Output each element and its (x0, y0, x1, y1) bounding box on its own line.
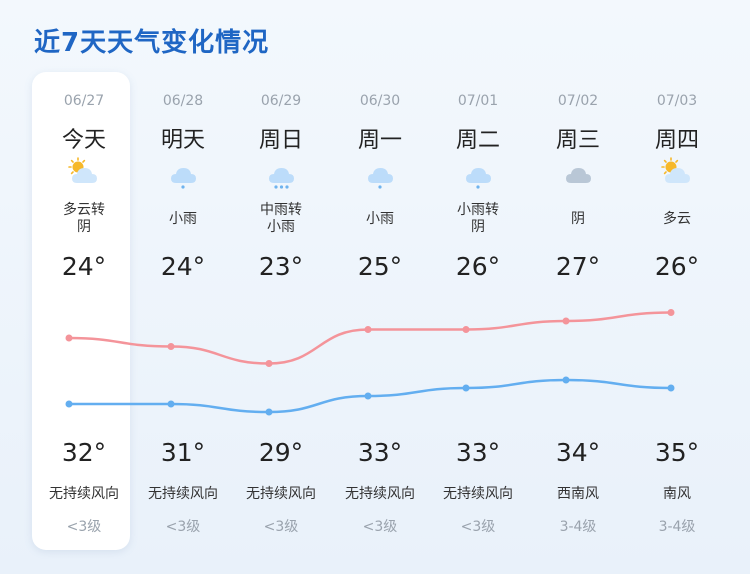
high-temp-point-1 (167, 343, 175, 350)
light-rain-icon (364, 157, 396, 189)
forecast-weekday: 周二 (455, 128, 500, 153)
wind-direction: 无持续风向 (246, 486, 316, 502)
low-temp-label: 26° (654, 252, 700, 281)
wind-direction: 无持续风向 (49, 486, 119, 502)
low-temp-point-5 (562, 376, 570, 384)
forecast-date: 06/30 (359, 93, 401, 109)
forecast-date: 07/01 (457, 93, 499, 109)
wind-level: 3-4级 (559, 519, 597, 535)
high-temp-points (65, 309, 675, 367)
forecast-day-0: 06/27 今天多云转阴 24° 32° 无持续风向 <3级 (34, 0, 134, 574)
forecast-day-2: 06/29 周日中雨转 小雨 23° 29° 无持续风向 <3级 (231, 0, 331, 574)
forecast-day-6: 07/03 周四多云 26° 35° 南风 3-4级 (627, 0, 727, 574)
wind-direction: 西南风 (557, 486, 599, 502)
forecast-weekday: 周三 (555, 128, 600, 153)
forecast-weekday: 周日 (258, 128, 303, 153)
high-temp-line (68, 311, 672, 365)
low-temp-point-4 (462, 384, 470, 392)
weather-description-line1: 小雨转 (457, 202, 499, 218)
weather-description: 多云转阴 (34, 202, 134, 236)
weather-description-line1: 中雨转 (260, 202, 302, 218)
low-temp-label: 25° (357, 252, 403, 281)
forecast-weekday: 今天 (61, 128, 106, 153)
weather-description: 小雨 (133, 211, 233, 228)
weather-description-line1: 小雨 (366, 211, 394, 227)
partly-cloudy-icon (661, 157, 693, 189)
wind-level: <3级 (263, 519, 299, 535)
wind-level: <3级 (66, 519, 102, 535)
forecast-date: 06/27 (63, 93, 105, 109)
light-rain-icon (462, 157, 494, 189)
low-temp-label: 24° (61, 252, 107, 281)
weather-description: 阴 (528, 211, 628, 228)
wind-direction: 南风 (663, 486, 691, 502)
weather-description: 小雨 (330, 211, 430, 228)
weather-description-line2: 小雨 (267, 219, 295, 235)
forecast-weekday: 周一 (357, 128, 402, 153)
weather-description-line2: 阴 (471, 219, 485, 235)
moderate-rain-icon (265, 157, 297, 189)
page-title: 近7天天气变化情况 (34, 28, 270, 58)
low-temp-point-3 (364, 392, 372, 400)
high-temp-point-4 (462, 326, 470, 333)
weather-description-line1: 多云转 (63, 202, 105, 218)
low-temp-point-2 (265, 408, 273, 416)
forecast-weekday: 周四 (654, 128, 699, 153)
low-temp-point-0 (65, 400, 73, 408)
forecast-date: 07/02 (557, 93, 599, 109)
wind-level: <3级 (460, 519, 496, 535)
high-temp-point-6 (667, 309, 675, 316)
low-temp-point-6 (667, 384, 675, 392)
forecast-weekday: 明天 (160, 128, 205, 153)
high-temp-point-3 (364, 326, 372, 333)
weather-description-line1: 多云 (663, 211, 691, 227)
wind-direction: 无持续风向 (345, 486, 415, 502)
weather-description: 小雨转阴 (428, 202, 528, 236)
high-temp-point-2 (265, 360, 273, 367)
light-rain-icon (167, 157, 199, 189)
high-temp-point-5 (562, 317, 570, 325)
forecast-day-1: 06/28 明天小雨 24° 31° 无持续风向 <3级 (133, 0, 233, 574)
forecast-day-3: 06/30 周一小雨 25° 33° 无持续风向 <3级 (330, 0, 430, 574)
forecast-date: 06/28 (162, 93, 204, 109)
wind-level: <3级 (165, 519, 201, 535)
high-temp-label: 35° (654, 438, 700, 467)
wind-level: <3级 (362, 519, 398, 535)
forecast-day-4: 07/01 周二小雨转阴 26° 33° 无持续风向 <3级 (428, 0, 528, 574)
weather-description-line1: 小雨 (169, 211, 197, 227)
weather-description: 多云 (627, 211, 727, 228)
high-temp-label: 31° (160, 438, 206, 467)
wind-level: 3-4级 (658, 519, 696, 535)
high-temp-label: 32° (61, 438, 107, 467)
high-temp-label: 33° (455, 438, 501, 467)
low-temp-point-1 (167, 400, 175, 408)
forecast-date: 06/29 (260, 93, 302, 109)
weather-description-line2: 阴 (77, 219, 91, 235)
forecast-day-5: 07/02 周三阴 27° 34° 西南风 3-4级 (528, 0, 628, 574)
weather-description: 中雨转 小雨 (231, 202, 331, 236)
high-temp-label: 29° (258, 438, 304, 467)
weather-description-line1: 阴 (571, 211, 585, 227)
low-temp-label: 27° (555, 252, 601, 281)
low-temp-points (65, 376, 675, 416)
wind-direction: 无持续风向 (443, 486, 513, 502)
wind-direction: 无持续风向 (148, 486, 218, 502)
forecast-date: 07/03 (656, 93, 698, 109)
overcast-icon (562, 157, 594, 189)
low-temp-label: 26° (455, 252, 501, 281)
today-highlight-card (32, 72, 130, 550)
high-temp-label: 33° (357, 438, 403, 467)
low-temp-label: 23° (258, 252, 304, 281)
low-temp-label: 24° (160, 252, 206, 281)
high-temp-label: 34° (555, 438, 601, 467)
high-temp-point-0 (65, 334, 73, 342)
partly-cloudy-icon (68, 157, 100, 189)
